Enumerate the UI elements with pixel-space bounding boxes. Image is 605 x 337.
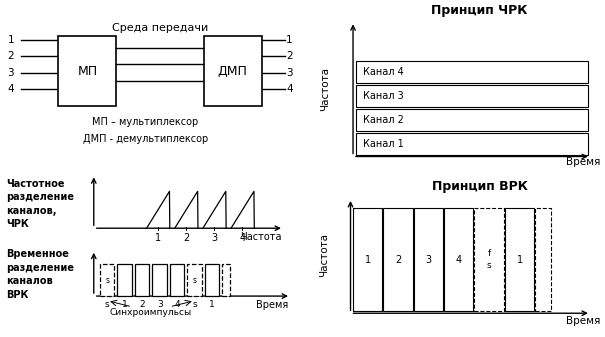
- Text: 1: 1: [209, 300, 215, 309]
- Text: 1: 1: [7, 35, 14, 45]
- Bar: [384, 208, 413, 311]
- Text: Синхроимпульсы: Синхроимпульсы: [110, 308, 192, 317]
- Text: s: s: [487, 261, 491, 270]
- Text: ДМП - демультиплексор: ДМП - демультиплексор: [83, 134, 208, 144]
- Text: s: s: [105, 276, 110, 285]
- Text: ДМП: ДМП: [218, 65, 247, 78]
- Text: 4: 4: [7, 84, 14, 94]
- Text: 3: 3: [157, 300, 163, 309]
- Text: 1: 1: [122, 300, 128, 309]
- Text: 4: 4: [240, 233, 246, 243]
- Text: Частота: Частота: [241, 232, 282, 242]
- Bar: [100, 265, 114, 296]
- Text: МП: МП: [77, 65, 97, 78]
- Text: ВРК: ВРК: [6, 290, 28, 300]
- Text: Принцип ВРК: Принцип ВРК: [431, 180, 528, 193]
- Text: Время: Время: [566, 316, 601, 326]
- Text: f: f: [488, 249, 491, 258]
- Bar: [535, 208, 551, 311]
- Text: 2: 2: [183, 233, 189, 243]
- Bar: [356, 133, 588, 155]
- Bar: [356, 109, 588, 131]
- Text: каналов,: каналов,: [6, 206, 56, 216]
- Text: 3: 3: [7, 68, 14, 78]
- Bar: [117, 265, 132, 296]
- Bar: [353, 208, 382, 311]
- Text: Канал 2: Канал 2: [363, 115, 404, 125]
- Text: 3: 3: [286, 68, 293, 78]
- Text: Время: Время: [566, 157, 601, 167]
- Text: s: s: [192, 300, 197, 309]
- Bar: [205, 265, 219, 296]
- Text: Среда передачи: Среда передачи: [112, 23, 208, 33]
- Bar: [188, 265, 202, 296]
- Text: 3: 3: [425, 254, 431, 265]
- Text: Частота: Частота: [319, 233, 329, 277]
- Text: 4: 4: [286, 84, 293, 94]
- Text: 1: 1: [365, 254, 371, 265]
- Bar: [203, 36, 261, 106]
- Text: разделение: разделение: [6, 192, 74, 202]
- Text: 2: 2: [139, 300, 145, 309]
- Text: 4: 4: [456, 254, 462, 265]
- Bar: [356, 61, 588, 83]
- Text: МП – мультиплексор: МП – мультиплексор: [93, 117, 198, 127]
- Text: Принцип ЧРК: Принцип ЧРК: [431, 4, 528, 18]
- Bar: [58, 36, 116, 106]
- Bar: [474, 208, 504, 311]
- Text: ЧРК: ЧРК: [6, 219, 29, 229]
- Text: Канал 3: Канал 3: [363, 91, 404, 101]
- Bar: [152, 265, 167, 296]
- Text: Временное: Временное: [6, 249, 69, 259]
- Text: Частотное: Частотное: [6, 179, 65, 189]
- Text: 1: 1: [286, 35, 293, 45]
- Text: 2: 2: [7, 51, 14, 61]
- Text: 4: 4: [174, 300, 180, 309]
- Text: 2: 2: [395, 254, 401, 265]
- Text: Время: Время: [256, 300, 289, 310]
- Text: s: s: [105, 300, 110, 309]
- Text: 3: 3: [211, 233, 217, 243]
- Text: 2: 2: [286, 51, 293, 61]
- Bar: [414, 208, 443, 311]
- Bar: [444, 208, 474, 311]
- Text: 1: 1: [517, 254, 523, 265]
- Text: Канал 1: Канал 1: [363, 139, 404, 149]
- Text: разделение: разделение: [6, 263, 74, 273]
- Text: 1: 1: [155, 233, 161, 243]
- Bar: [135, 265, 149, 296]
- Text: каналов: каналов: [6, 276, 53, 286]
- Bar: [170, 265, 185, 296]
- Bar: [505, 208, 534, 311]
- Text: Канал 4: Канал 4: [363, 67, 404, 77]
- Text: s: s: [192, 276, 197, 285]
- Bar: [222, 265, 231, 296]
- Bar: [356, 85, 588, 107]
- Text: Частота: Частота: [320, 67, 330, 111]
